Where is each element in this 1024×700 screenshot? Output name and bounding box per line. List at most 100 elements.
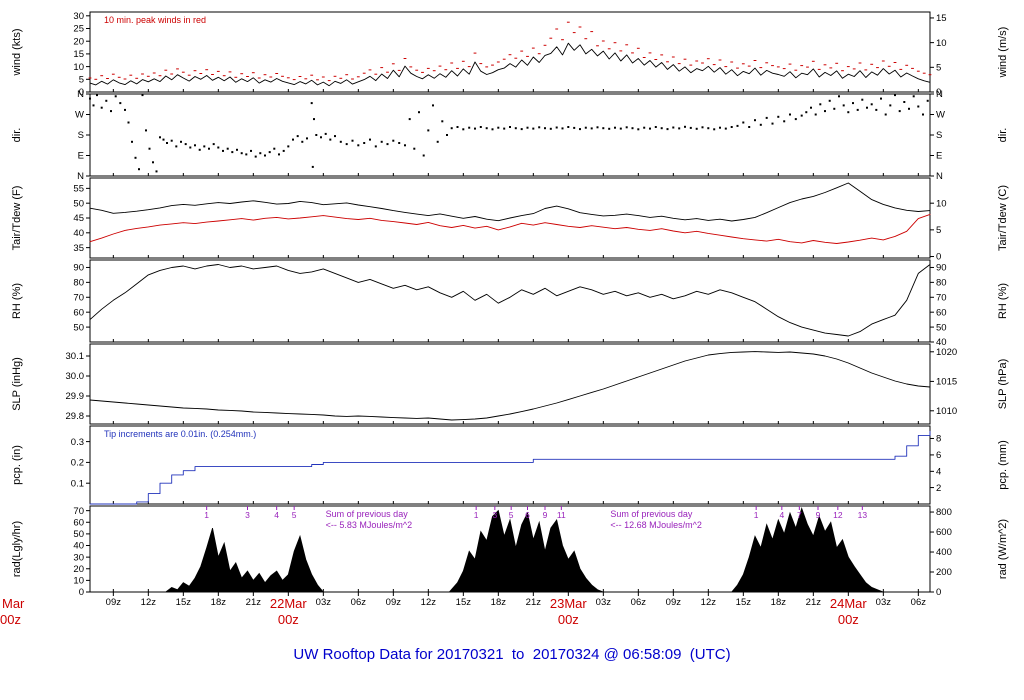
dir-point [491,128,494,131]
x-tick-label: 18z [211,597,227,608]
dir-point [418,111,420,114]
axis-title-right-pcp: pcp. (mm) [997,440,1009,490]
y-tick-label-left: 0.1 [71,478,84,489]
dir-point [852,102,854,105]
dir-point [357,144,360,147]
dir-point [166,142,168,144]
dir-point [175,145,178,148]
y-tick-label-left: 0.3 [71,437,84,448]
y-tick-label-left: 30 [73,552,84,563]
dir-point [672,126,675,129]
dir-point [666,128,669,131]
dir-point [561,127,564,130]
dir-point [436,140,439,143]
dir-point [208,147,210,150]
y-tick-label-right: 10 [936,38,947,49]
rad-sum-label: 6 [525,510,530,520]
x-tick-label: 21z [246,597,262,608]
dir-point [520,128,523,131]
tair-line [89,182,931,222]
dir-point [917,105,920,108]
y-tick-label-right: 90 [936,263,947,274]
y-tick-label-left: 5 [79,75,84,86]
rad-sum-label: 1 [474,510,479,520]
axis-title-right-slp: SLP (hPa) [997,359,1009,410]
y-tick-label-left: 70 [73,506,84,517]
dir-point [386,143,389,146]
y-tick-label-right: 0 [936,587,941,598]
x-tick-label: 15z [456,597,472,608]
dir-point [509,126,511,128]
dir-point [608,127,611,130]
dir-point [748,126,751,128]
panel-rad: 7060504030201008006004002000rad(Lgly/hr)… [11,505,1009,598]
dir-point [590,127,593,130]
y-tick-label-right: 60 [936,307,947,318]
dir-point [742,121,745,124]
dir-point [145,129,147,132]
dir-point [619,127,622,130]
y-tick-label-left: 50 [73,322,84,333]
rad-sum-label: 5 [509,510,514,520]
rad-annotation-line2: <-- 5.83 MJoules/m^2 [326,520,413,530]
dir-point [408,118,411,121]
y-tick-label-left: W [75,110,84,121]
dir-point [273,147,276,150]
x-tick-label: 03z [316,597,332,608]
dir-point [329,138,332,141]
y-tick-label-left: 70 [73,292,84,303]
dir-point [771,122,774,125]
dir-point [306,137,308,140]
y-tick-label-right: S [936,130,942,141]
dir-point [880,97,882,100]
y-tick-label-left: 90 [73,263,84,274]
y-tick-label-right: 400 [936,547,952,558]
dir-point [847,111,850,114]
dir-point [351,139,354,142]
dir-point [292,138,294,141]
dir-point [833,107,836,110]
y-tick-label-right: E [936,151,942,162]
y-tick-label-left: 10 [73,62,84,73]
axis-title-right-wind: wind (m/s) [997,27,1009,79]
dir-point [124,108,126,111]
y-tick-label-left: 10 [73,576,84,587]
dir-point [264,154,266,157]
dir-point [131,140,133,143]
dir-point [856,108,859,111]
y-tick-label-left: 25 [73,24,84,35]
dir-point [602,127,605,130]
y-tick-label-right: 600 [936,527,952,538]
y-tick-label-right: 800 [936,507,952,518]
dir-point [736,124,739,127]
dir-point [203,145,206,148]
x-tick-label: 03z [596,597,612,608]
dir-point [898,110,901,113]
dir-point [96,94,98,97]
dir-point [226,147,229,150]
y-tick-label-right: 4 [936,467,941,478]
rad-sum-label: 9 [816,510,821,520]
dir-point [765,116,768,119]
dir-point [637,128,640,131]
dir-point [313,118,315,121]
x-tick-label: 12z [421,597,437,608]
y-tick-label-right: 8 [936,434,941,445]
axis-title-left-rh: RH (%) [11,283,23,319]
y-tick-label-left: 30.0 [66,371,85,382]
dir-point [456,126,459,128]
y-tick-label-left: 80 [73,278,84,289]
rad-sum-label: 1 [754,510,759,520]
y-tick-label-right: 80 [936,278,947,289]
dir-point [713,128,716,131]
y-tick-label-right: 10 [936,198,947,209]
dir-point [884,113,887,116]
dir-point [301,140,304,143]
dir-point [643,126,646,129]
panel-annotation: 10 min. peak winds in red [104,15,206,25]
axis-title-left-pcp: pcp. (in) [11,445,23,485]
rad-area [90,507,930,593]
dir-point [198,148,201,151]
dir-point [596,126,599,129]
rad-sum-label: 11 [557,510,566,520]
